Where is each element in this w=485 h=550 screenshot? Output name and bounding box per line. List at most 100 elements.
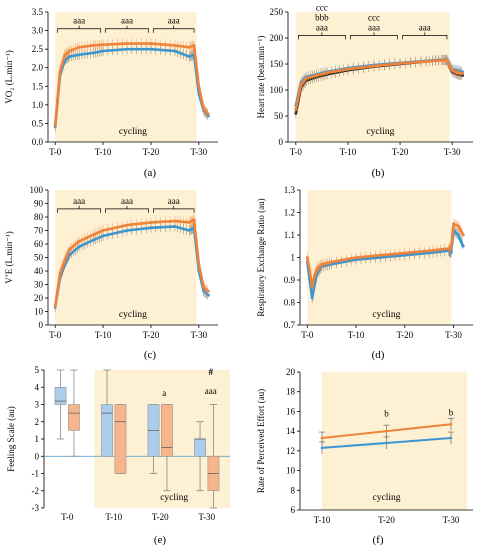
- x-tick-label: T-30: [444, 147, 461, 157]
- series-point-orange: [315, 74, 319, 77]
- series-point-orange: [149, 221, 153, 224]
- y-tick-label: 70: [34, 226, 44, 236]
- y-tick-label: 50: [274, 111, 284, 121]
- series-point-orange: [125, 223, 129, 227]
- x-tick-label: T-20: [392, 147, 409, 157]
- y-tick-label: 0.0: [32, 137, 44, 147]
- series-point-blue: [449, 436, 453, 440]
- series-point-orange: [192, 44, 196, 47]
- y-tick-label: 5: [35, 365, 40, 375]
- y-tick-label: 0: [279, 137, 284, 147]
- band-label: cycling: [372, 310, 400, 320]
- series-point-blue: [320, 446, 324, 450]
- series-point-orange: [101, 43, 105, 47]
- y-tick-label: 0.7: [284, 320, 296, 330]
- panel-label: (c): [144, 349, 157, 361]
- sig-bracket: [105, 28, 149, 33]
- series-point-orange: [197, 262, 201, 266]
- x-tick-label: T-30: [198, 512, 215, 522]
- panel-e: -3 -2 -1 0 1 2 3 4 5 Feeling Scale (au) (e) T-0 T-10…: [6, 365, 230, 546]
- panel-label: (d): [372, 349, 385, 361]
- panel-label: (a): [144, 167, 157, 179]
- sig-label: aaa: [73, 196, 85, 206]
- series-point-orange: [304, 77, 308, 80]
- panel-label: (b): [372, 167, 385, 179]
- panel-d: 0.7 0.8 0.9 1 1.1 1.2 1.3 Respiratory Exchange …: [256, 185, 473, 361]
- sig-label: b: [384, 408, 389, 418]
- y-tick-label: 3: [35, 400, 40, 410]
- series-point-orange: [372, 64, 376, 68]
- series-point-orange: [53, 304, 57, 308]
- series-point-orange: [197, 84, 201, 88]
- series-point-orange: [63, 258, 67, 262]
- series-point-orange: [173, 219, 177, 223]
- series-point-orange: [424, 60, 428, 63]
- y-tick-label: 3.0: [32, 26, 44, 36]
- y-tick-label: 0: [39, 320, 44, 330]
- cycling-band: [55, 190, 197, 325]
- x-tick-label: T-10: [105, 512, 122, 522]
- y-axis-title: VO₂ (L.min⁻¹): [4, 50, 14, 104]
- sig-label: b: [449, 407, 454, 417]
- x-tick-label: T-30: [191, 147, 208, 157]
- series-point-orange: [58, 70, 62, 73]
- y-tick-label: 1.0: [32, 100, 44, 110]
- y-tick-label: 1.1: [284, 230, 295, 240]
- y-tick-label: 14: [286, 426, 296, 436]
- series-point-blue: [101, 49, 105, 53]
- sig-label: aaa: [73, 16, 85, 26]
- y-tick-label: 6: [291, 505, 296, 515]
- series-point-orange: [310, 285, 314, 289]
- series-point-orange: [53, 123, 57, 127]
- series-point-orange: [440, 58, 444, 62]
- panel-b: 0 50 100 150 200 250 Heart rate (beat.min⁻¹) (b…: [256, 2, 473, 179]
- y-tick-label: 1.5: [32, 81, 44, 91]
- y-tick-label: 1.2: [284, 208, 295, 218]
- series-point-orange: [92, 44, 95, 47]
- sig-label: aaa: [121, 196, 133, 206]
- series-point-orange: [379, 253, 382, 257]
- sig-label: aaa: [419, 22, 431, 32]
- cycling-band: [322, 372, 467, 510]
- y-tick-label: 50: [34, 253, 44, 263]
- y-tick-label: -1: [32, 469, 40, 479]
- x-tick-label: T-0: [49, 147, 62, 157]
- series-point-blue: [125, 47, 129, 51]
- box-box_orange: [68, 404, 80, 431]
- box-box_orange: [114, 404, 127, 474]
- y-tick-label: 0.8: [284, 298, 296, 308]
- series-point-orange: [320, 436, 324, 440]
- x-tick-label: T-20: [396, 330, 413, 340]
- y-tick-label: 60: [34, 239, 44, 249]
- y-tick-label: 2.5: [32, 44, 44, 54]
- series-point-blue: [187, 55, 191, 58]
- x-tick-label: T-20: [143, 330, 160, 340]
- sig-bracket: [57, 28, 102, 33]
- y-tick-label: 100: [30, 185, 44, 195]
- series-point-orange: [207, 112, 210, 116]
- y-tick-label: -3: [32, 503, 40, 513]
- y-tick-label: 150: [270, 59, 284, 69]
- y-tick-label: 80: [34, 212, 44, 222]
- box-box_blue: [194, 438, 206, 457]
- x-tick-label: T-30: [445, 330, 462, 340]
- x-tick-label: T-20: [378, 515, 395, 525]
- series-point-orange: [187, 221, 191, 224]
- series-point-orange: [77, 45, 81, 49]
- series-point-blue: [173, 49, 177, 53]
- y-tick-label: 90: [34, 199, 44, 209]
- series-point-orange: [450, 68, 454, 72]
- series-point-orange: [202, 285, 206, 289]
- band-label: cycling: [160, 493, 188, 503]
- series-point-orange: [315, 267, 319, 271]
- series-point-blue: [456, 233, 460, 237]
- series-point-orange: [403, 251, 407, 255]
- panel-f: 6 8 10 12 14 16 18 20 Rate of Perceived Effort (…: [256, 367, 473, 546]
- box-box_blue: [101, 404, 113, 457]
- band-label: cycling: [119, 127, 147, 137]
- series-point-orange: [398, 62, 402, 65]
- sig-label: ccc: [316, 2, 328, 12]
- y-axis-title: Feeling Scale (au): [6, 406, 16, 471]
- series-point-blue: [101, 234, 105, 238]
- sig-label: bbb: [315, 12, 329, 22]
